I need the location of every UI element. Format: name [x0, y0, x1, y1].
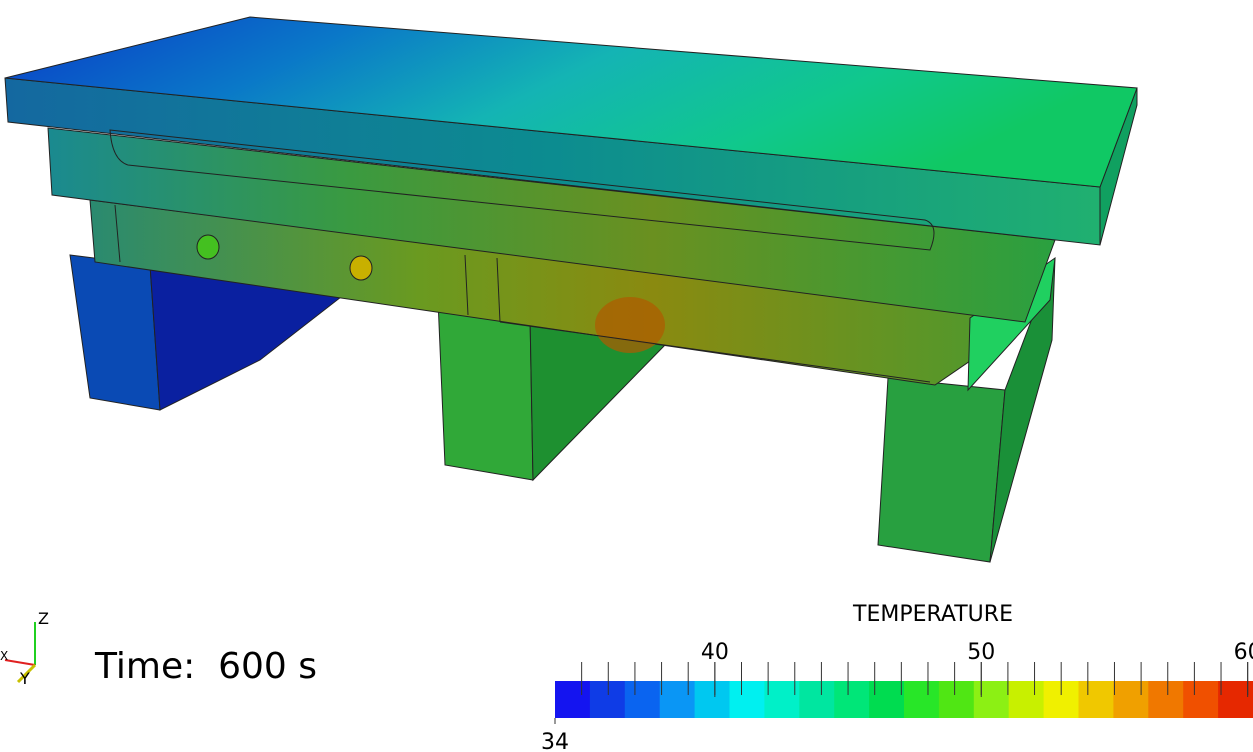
color-band: [938, 681, 975, 718]
color-band: [1148, 681, 1184, 718]
color-band: [589, 681, 626, 718]
color-band: [659, 681, 696, 718]
color-band: [1078, 681, 1114, 718]
tick-label: 60: [1234, 640, 1253, 665]
tick-label: 50: [967, 640, 995, 665]
color-band: [1113, 681, 1149, 718]
triad-label: Z: [38, 609, 49, 628]
color-band: [834, 681, 870, 718]
slot-outline: [109, 129, 935, 251]
color-band: [1183, 681, 1219, 718]
triad-label: X: [0, 649, 8, 663]
color-band: [904, 681, 940, 718]
color-band: [729, 681, 765, 718]
hole: [349, 255, 373, 281]
middle-leg: [437, 299, 534, 481]
colorbar: 40 50 60 34: [541, 640, 1253, 752]
edge-line: [499, 321, 931, 383]
color-band: [624, 681, 661, 718]
left-leg: [69, 254, 161, 411]
hot-spot: [595, 297, 665, 353]
edge-line: [114, 204, 121, 263]
color-band: [694, 681, 730, 718]
edge-line: [464, 254, 469, 316]
color-band: [799, 681, 835, 718]
x-axis: [4, 659, 36, 666]
hole: [196, 234, 220, 260]
top-slab-top: [4, 16, 1138, 188]
colorbar-title: TEMPERATURE: [852, 602, 1013, 627]
y-axis: [16, 663, 37, 684]
axes-triad: Z X Y: [0, 609, 49, 688]
edge-line: [496, 257, 501, 323]
triad-label: Y: [19, 669, 30, 688]
color-band: [973, 681, 1010, 718]
tick-label: 40: [701, 640, 729, 665]
middle-layer: [47, 127, 1056, 323]
right-leg: [877, 377, 1006, 563]
color-band: [1008, 681, 1045, 718]
model: [4, 16, 1138, 563]
range-min-label: 34: [541, 730, 569, 752]
color-band: [764, 681, 800, 718]
color-band: [555, 681, 591, 718]
time-label: Time: 600 s: [94, 646, 317, 687]
